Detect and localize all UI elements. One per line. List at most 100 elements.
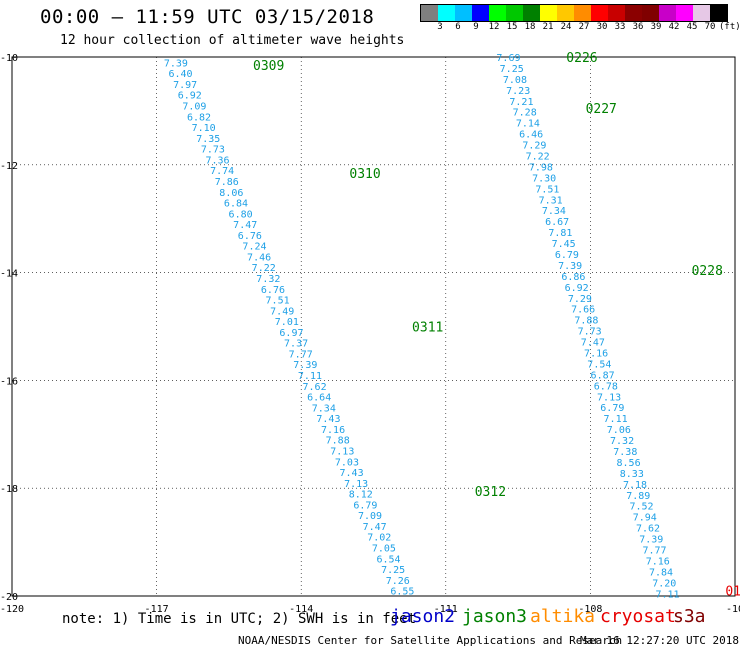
legend-swatch [557,5,574,21]
wave-height-value: 7.02 [367,533,391,544]
lon-tick-label: -117 [145,604,169,615]
wave-height-value: 7.25 [500,64,524,75]
wave-height-value: 7.31 [539,195,563,206]
pass-time-label: 0310 [349,167,380,182]
legend-swatch [455,5,472,21]
wave-height-value: 7.10 [192,123,216,134]
legend-label: 36 [632,22,644,32]
wave-height-value: 7.88 [574,316,598,327]
wave-height-value: 7.29 [522,141,546,152]
lat-tick-label: -20 [0,592,18,603]
wave-height-value: 7.09 [358,511,382,522]
legend-label: 33 [614,22,626,32]
wave-height-value: 7.20 [652,578,676,589]
wave-height-value: 7.66 [571,305,595,316]
wave-height-value: 7.34 [542,206,566,217]
legend-swatch [489,5,506,21]
legend-label: 3 [437,22,443,32]
pass-time-label: 0309 [253,59,284,74]
legend-label: 21 [542,22,554,32]
wave-height-value: 7.74 [210,166,234,177]
wave-height-value: 7.89 [626,491,650,502]
wave-height-value: 6.92 [565,283,589,294]
wave-height-value: 7.16 [646,556,670,567]
wave-height-value: 7.47 [363,522,387,533]
wave-height-value: 7.39 [293,360,317,371]
wave-height-value: 7.25 [381,565,405,576]
wave-height-value: 6.78 [594,381,618,392]
wave-height-value: 6.67 [545,217,569,228]
wave-height-value: 6.55 [390,587,414,598]
lat-tick-label: -16 [0,376,18,387]
satellite-label-altika: altika [530,606,596,627]
pass-time-label: 0227 [586,102,617,117]
wave-height-value: 6.79 [555,250,579,261]
legend-label: 45 [686,22,698,32]
wave-height-value: 7.09 [182,102,206,113]
lat-tick-label: -18 [0,484,18,495]
satellite-label-jason3: jason3 [462,606,528,627]
wave-height-value: 7.43 [316,414,340,425]
wave-height-value: 7.24 [242,242,266,253]
pass-time-label: 0139 [725,585,740,600]
wave-height-value: 7.26 [386,576,410,587]
wave-height-value: 7.14 [516,119,540,130]
wave-height-value: 8.56 [617,458,641,469]
lat-tick-label: -12 [0,161,18,172]
wave-height-value: 7.51 [535,184,559,195]
lon-tick-label: -120 [0,604,24,615]
wave-height-value: 7.54 [587,359,611,370]
lon-tick-label: -111 [434,604,458,615]
wave-height-value: 7.86 [215,177,239,188]
legend-swatch [659,5,676,21]
lon-tick-label: -108 [578,604,602,615]
wave-height-value: 7.98 [529,162,553,173]
wave-height-value: 7.49 [270,306,294,317]
wave-height-value: 7.22 [526,152,550,163]
pass-time-label: 0311 [412,321,443,336]
satellite-label-s3a: s3a [673,606,706,627]
wave-height-value: 7.06 [607,425,631,436]
legend-swatch [608,5,625,21]
legend-swatch [472,5,489,21]
legend-swatch [642,5,659,21]
wave-height-value: 7.35 [196,134,220,145]
color-scale-legend [420,4,728,22]
wave-height-value: 7.29 [568,294,592,305]
wave-height-value: 7.73 [201,145,225,156]
lon-tick-label: -10 [726,604,740,615]
wave-height-value: 7.39 [164,58,188,69]
wave-height-value: 7.47 [581,338,605,349]
legend-label: 24 [560,22,572,32]
wave-height-value: 7.81 [548,228,572,239]
wave-height-value: 7.46 [247,252,271,263]
wave-height-value: 7.84 [649,567,673,578]
wave-height-value: 7.32 [610,436,634,447]
wave-height-value: 7.45 [552,239,576,250]
color-scale-labels: 3 6 9 12 15 18 21 24 27 30 33 36 39 42 45 70 (ft) [431,22,740,32]
wave-height-value: 7.77 [642,546,666,557]
wave-height-value: 6.80 [229,209,253,220]
wave-height-value: 6.82 [187,112,211,123]
wave-height-value: 6.54 [377,554,401,565]
wave-height-value: 7.51 [266,296,290,307]
wave-height-value: 7.97 [173,80,197,91]
wave-height-value: 6.76 [238,231,262,242]
wave-height-value: 7.62 [303,382,327,393]
wave-height-value: 6.84 [224,199,248,210]
wave-height-value: 7.37 [284,339,308,350]
wave-height-value: 7.38 [613,447,637,458]
pass-time-label: 0312 [475,485,506,500]
wave-height-value: 6.87 [591,370,615,381]
note-text: note: 1) Time is in UTC; 2) SWH is in fe… [62,611,417,627]
wave-height-value: 7.16 [321,425,345,436]
wave-height-value: 6.46 [519,130,543,141]
legend-swatch [506,5,523,21]
legend-label: 39 [650,22,662,32]
wave-height-value: 7.34 [312,403,336,414]
legend-swatch [523,5,540,21]
wave-height-value: 7.22 [252,263,276,274]
legend-label: (ft) [719,22,740,32]
pass-time-label: 0226 [566,51,597,66]
